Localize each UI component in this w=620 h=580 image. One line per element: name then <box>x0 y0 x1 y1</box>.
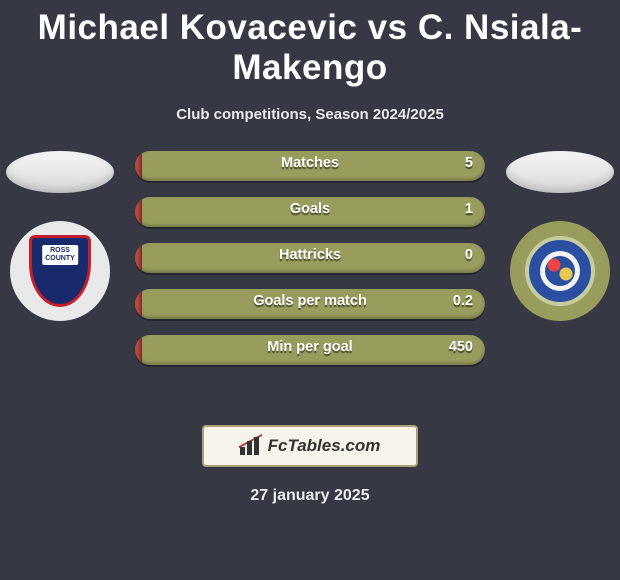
chart-icon <box>240 437 262 455</box>
stat-row-matches: Matches 5 <box>135 151 485 181</box>
brand-link[interactable]: FcTables.com <box>202 425 418 467</box>
stat-value-right: 1 <box>465 201 473 217</box>
stat-label: Matches <box>135 155 485 171</box>
stat-value-right: 450 <box>449 339 473 355</box>
stat-label: Goals per match <box>135 293 485 309</box>
player-left-photo <box>6 151 114 193</box>
rangers-crest-icon <box>525 236 595 306</box>
player-right-column <box>500 151 620 321</box>
comparison-area: Matches 5 Goals 1 Hattricks 0 Goals per … <box>0 151 620 411</box>
subtitle: Club competitions, Season 2024/2025 <box>0 106 620 123</box>
stat-row-min-per-goal: Min per goal 450 <box>135 335 485 365</box>
stat-label: Goals <box>135 201 485 217</box>
stats-list: Matches 5 Goals 1 Hattricks 0 Goals per … <box>135 151 485 381</box>
player-left-column <box>0 151 120 321</box>
stat-value-right: 5 <box>465 155 473 171</box>
stat-label: Min per goal <box>135 339 485 355</box>
stat-value-right: 0 <box>465 247 473 263</box>
stat-value-right: 0.2 <box>453 293 473 309</box>
club-logo-left <box>10 221 110 321</box>
stat-label: Hattricks <box>135 247 485 263</box>
club-logo-right <box>510 221 610 321</box>
stat-row-hattricks: Hattricks 0 <box>135 243 485 273</box>
stat-row-goals: Goals 1 <box>135 197 485 227</box>
page-title: Michael Kovacevic vs C. Nsiala-Makengo <box>0 0 620 88</box>
player-right-photo <box>506 151 614 193</box>
footer-date: 27 january 2025 <box>0 487 620 505</box>
stat-row-goals-per-match: Goals per match 0.2 <box>135 289 485 319</box>
brand-label: FcTables.com <box>268 436 381 456</box>
